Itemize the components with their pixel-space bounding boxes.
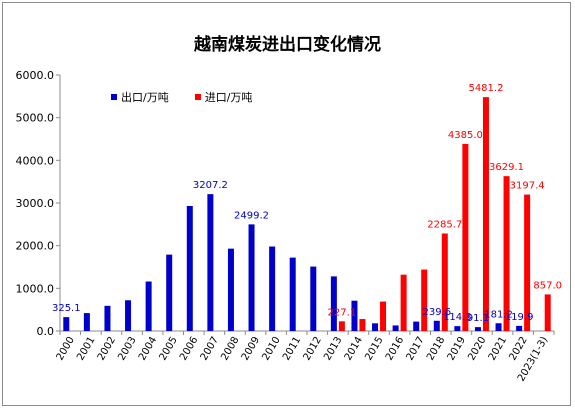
bar-export	[227, 248, 234, 331]
bar-export	[495, 323, 502, 331]
bar-export	[269, 246, 276, 331]
data-label-export: 3207.2	[193, 180, 228, 191]
x-tick-label: 2002	[96, 335, 118, 363]
legend-swatch-import	[194, 94, 201, 100]
y-tick-label: 2000.0	[16, 240, 55, 253]
bar-export	[166, 254, 173, 331]
bar-export	[207, 194, 214, 331]
bar-export	[433, 320, 440, 331]
data-label-import: 4385.0	[448, 130, 483, 141]
chart-title: 越南煤炭进出口变化情况	[194, 35, 381, 55]
y-tick-label: 4000.0	[16, 154, 55, 167]
bar-export	[104, 305, 111, 331]
bar-export	[516, 325, 523, 331]
bar-import	[441, 233, 448, 331]
x-tick-label: 2001	[75, 335, 97, 363]
bar-export	[248, 224, 255, 331]
data-label-import: 857.0	[533, 280, 562, 291]
bar-import	[421, 269, 428, 331]
x-tick-label: 2006	[178, 335, 200, 363]
data-label-export: 239.6	[422, 307, 451, 318]
x-tick-label: 2014	[343, 335, 365, 363]
bar-import	[482, 97, 489, 331]
bar-import	[338, 321, 345, 331]
data-label-import: 227.1	[328, 307, 357, 318]
x-tick-label: 2004	[137, 335, 159, 363]
data-label-import: 5481.2	[468, 83, 503, 94]
y-tick-label: 3000.0	[16, 197, 55, 210]
legend-item-export: 出口/万吨	[111, 89, 169, 105]
x-tick-label: 2019	[446, 335, 468, 363]
legend-label-export: 出口/万吨	[121, 91, 169, 104]
x-tick-label: 2008	[219, 335, 241, 363]
bar-import	[380, 301, 387, 331]
legend-item-import: 进口/万吨	[194, 89, 253, 105]
data-label-import: 3629.1	[489, 162, 524, 173]
x-tick-label: 2003	[116, 335, 138, 363]
data-label-export: 2499.2	[234, 210, 269, 221]
x-tick-label: 2009	[240, 335, 262, 363]
bar-export	[454, 326, 461, 331]
bar-export	[392, 325, 399, 331]
data-label-import: 2285.7	[427, 219, 462, 230]
bar-export	[186, 205, 193, 331]
y-tick-label: 0.0	[37, 325, 55, 338]
x-tick-label: 2016	[384, 335, 406, 363]
bar-import	[400, 274, 407, 331]
bar-export	[351, 300, 358, 331]
bar-export	[83, 313, 90, 331]
bar-export	[330, 276, 337, 331]
x-tick-label: 2000	[55, 335, 77, 363]
y-tick-label: 5000.0	[16, 112, 55, 125]
bar-export	[413, 321, 420, 331]
bar-import	[462, 143, 469, 331]
x-tick-label: 2011	[281, 335, 303, 363]
bar-import	[544, 294, 551, 331]
bar-export	[125, 300, 132, 331]
y-tick-label: 1000.0	[16, 282, 55, 295]
x-tick-label: 2005	[158, 335, 180, 363]
bar-import	[524, 194, 531, 331]
chart-frame	[2, 2, 571, 406]
bar-export	[310, 266, 317, 331]
data-label-export: 114.3	[443, 312, 472, 323]
bar-import	[359, 319, 366, 331]
data-label-export: 91.1	[467, 313, 489, 324]
legend-label-import: 进口/万吨	[204, 91, 253, 104]
x-tick-label: 2017	[405, 335, 427, 363]
x-tick-label: 2018	[425, 335, 447, 363]
x-tick-label: 2021	[487, 335, 509, 363]
bar-export	[145, 281, 152, 331]
x-tick-label: 2013	[322, 335, 344, 363]
x-tick-label: 2012	[302, 335, 324, 363]
x-tick-label: 2020	[466, 335, 488, 363]
x-tick-label: 2007	[199, 335, 221, 363]
bar-export	[474, 327, 481, 331]
legend-swatch-export	[111, 94, 117, 100]
bar-import	[503, 176, 510, 331]
data-label-export: 325.1	[52, 303, 81, 314]
x-tick-label: 2015	[363, 335, 385, 363]
x-tick-label: 2010	[260, 335, 282, 363]
y-tick-label: 6000.0	[16, 69, 55, 82]
data-label-import: 3197.4	[510, 181, 545, 192]
data-label-export: 119.9	[505, 312, 534, 323]
bar-export	[372, 323, 379, 331]
bar-export	[289, 257, 296, 331]
bar-export	[63, 317, 70, 331]
data-label-export: 181.2	[484, 309, 513, 320]
legend: 出口/万吨 进口/万吨	[111, 89, 252, 105]
